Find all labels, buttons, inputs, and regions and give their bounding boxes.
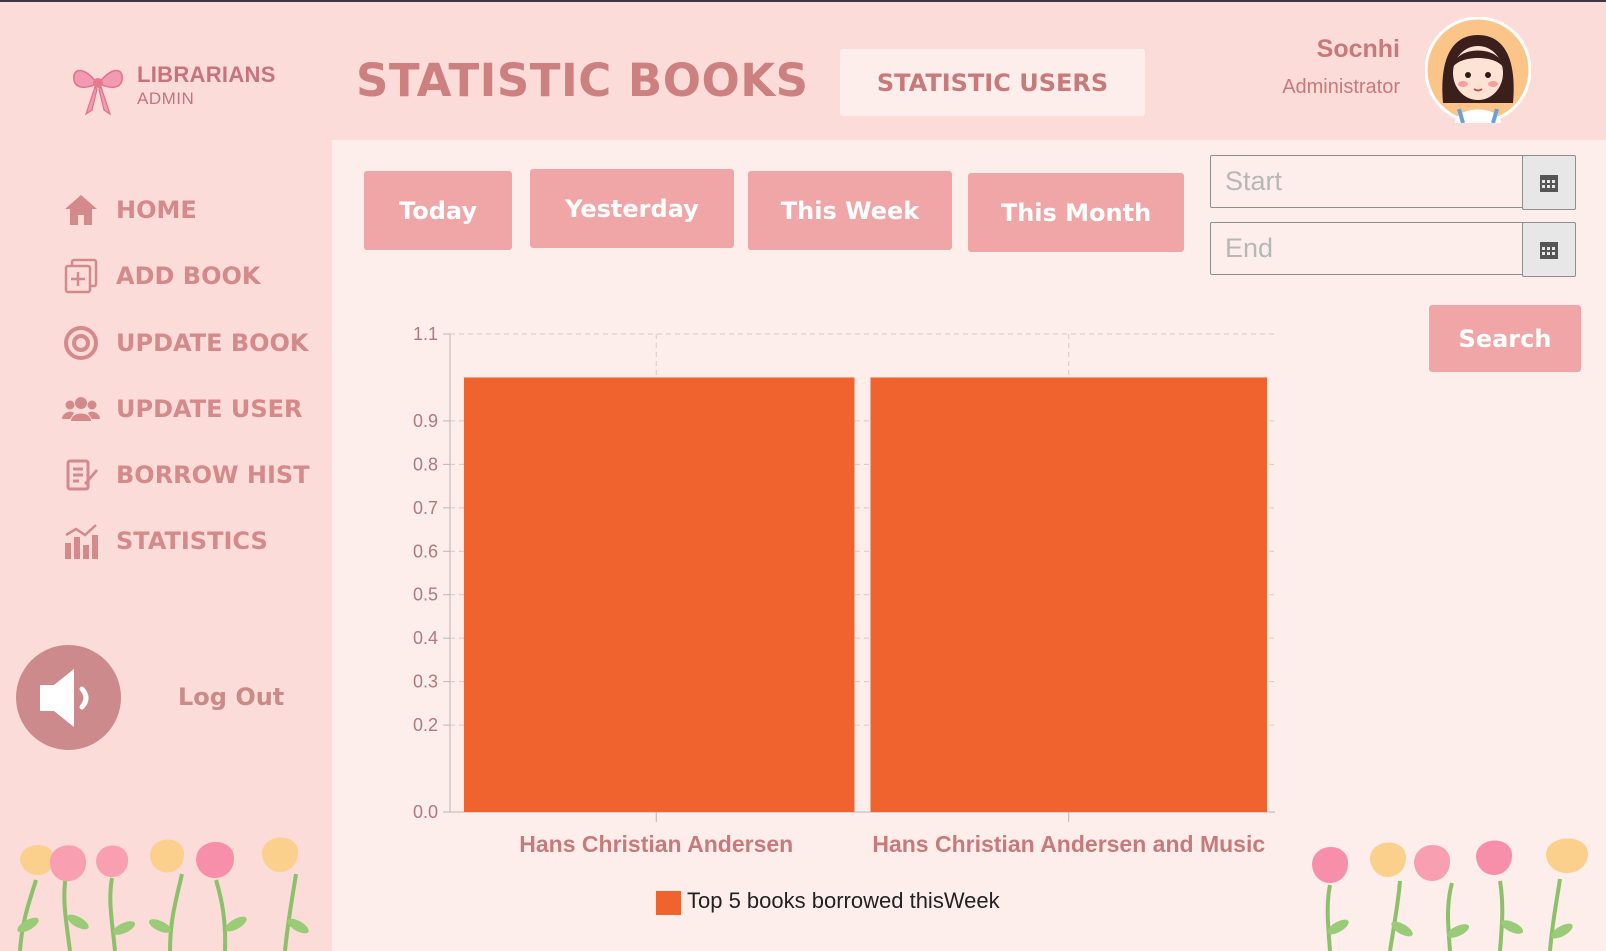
this-month-button[interactable]: This Month — [968, 173, 1184, 252]
yesterday-button[interactable]: Yesterday — [530, 169, 734, 248]
bow-logo-icon — [73, 69, 123, 116]
user-role: Administrator — [1282, 76, 1400, 98]
y-tick-label: 0.3 — [413, 672, 438, 692]
sidebar-item-add-book[interactable]: ADD BOOK — [62, 253, 332, 299]
y-tick-label: 1.1 — [413, 324, 438, 344]
sidebar-item-statistics[interactable]: STATISTICS — [62, 518, 332, 564]
sidebar-item-label: BORROW HIST — [116, 461, 310, 489]
logout-link[interactable]: Log Out — [178, 683, 285, 711]
calendar-icon — [1540, 174, 1558, 192]
sidebar-item-label: HOME — [116, 196, 197, 224]
x-tick-label: Hans Christian Andersen and Music — [872, 831, 1265, 857]
flowers-decoration-right — [1312, 838, 1589, 951]
brand-role: ADMIN — [137, 89, 195, 108]
bar — [464, 377, 855, 812]
y-tick-label: 0.5 — [413, 585, 438, 605]
users-icon — [62, 390, 100, 428]
statistics-icon — [62, 522, 100, 560]
bar-chart: 0.0 0.2 0.3 0.4 0.5 0.6 0.7 0.8 0.9 1.1 Hans Chris… — [413, 324, 1275, 857]
start-date-field[interactable] — [1210, 155, 1539, 208]
y-tick-label: 0.4 — [413, 628, 438, 648]
history-icon — [62, 456, 100, 494]
flowers-decoration-left — [17, 837, 309, 951]
y-tick-label: 0.0 — [413, 802, 438, 822]
legend-label: Top 5 books borrowed thisWeek — [687, 888, 1000, 913]
y-tick-label: 0.7 — [413, 498, 438, 518]
legend-swatch — [656, 891, 681, 915]
bar — [870, 377, 1267, 812]
speaker-icon — [40, 669, 89, 727]
calendar-icon — [1540, 241, 1558, 259]
y-tick-label: 0.9 — [413, 411, 438, 431]
start-date-input[interactable] — [1211, 156, 1539, 207]
window-top-border — [0, 0, 1606, 2]
end-date-input[interactable] — [1211, 223, 1539, 274]
brand-name: LIBRARIANS — [137, 62, 276, 87]
home-icon — [62, 191, 100, 229]
y-tick-label: 0.8 — [413, 454, 438, 474]
add-book-icon — [62, 257, 100, 295]
sidebar-item-label: UPDATE BOOK — [116, 329, 309, 357]
update-book-icon — [62, 324, 100, 362]
today-button[interactable]: Today — [364, 171, 512, 250]
sidebar-item-update-user[interactable]: UPDATE USER — [62, 386, 332, 432]
tab-statistic-users[interactable]: STATISTIC USERS — [840, 49, 1145, 116]
search-button[interactable]: Search — [1429, 305, 1581, 372]
end-date-field[interactable] — [1210, 222, 1539, 275]
y-tick-label: 0.6 — [413, 541, 438, 561]
avatar[interactable] — [1425, 17, 1531, 123]
y-tick-label: 0.2 — [413, 715, 438, 735]
user-name: Socnhi — [1316, 35, 1400, 63]
sidebar-item-borrow-hist[interactable]: BORROW HIST — [62, 452, 332, 498]
sidebar-item-label: STATISTICS — [116, 527, 268, 555]
sidebar-item-label: UPDATE USER — [116, 395, 303, 423]
sidebar-item-home[interactable]: HOME — [62, 187, 332, 233]
sidebar-item-label: ADD BOOK — [116, 262, 261, 290]
x-tick-label: Hans Christian Andersen — [519, 831, 793, 857]
start-calendar-button[interactable] — [1522, 155, 1576, 210]
page-title: STATISTIC BOOKS — [356, 54, 809, 107]
sound-toggle-button[interactable] — [16, 645, 121, 750]
this-week-button[interactable]: This Week — [748, 171, 952, 250]
end-calendar-button[interactable] — [1522, 222, 1576, 277]
sidebar-item-update-book[interactable]: UPDATE BOOK — [62, 320, 332, 366]
